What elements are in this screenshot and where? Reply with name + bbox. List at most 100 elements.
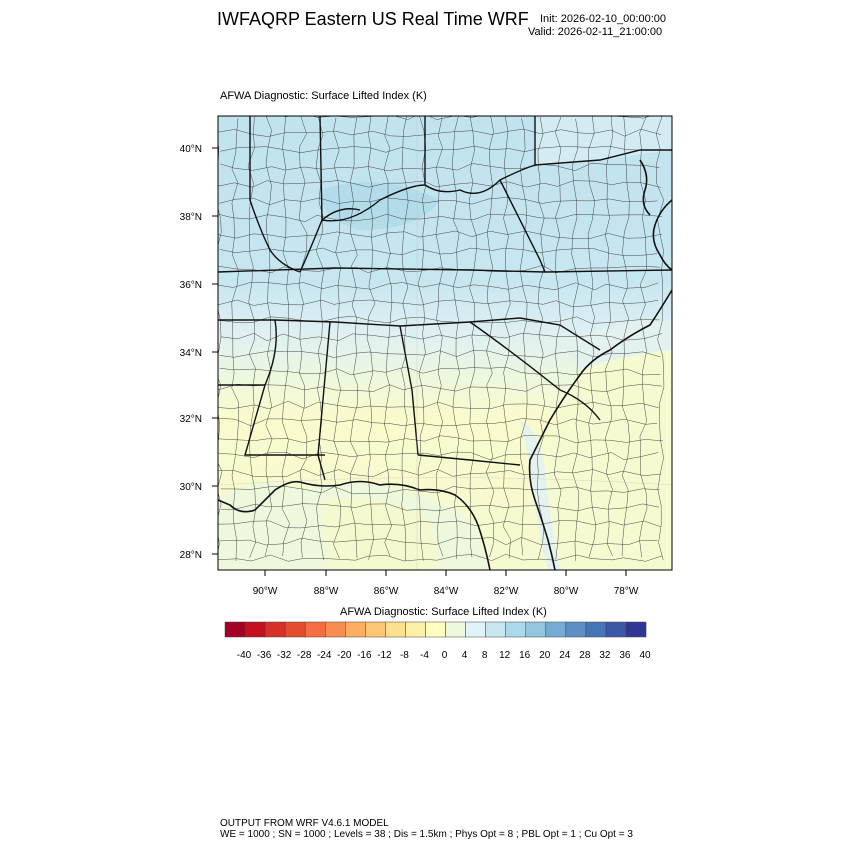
lon-label: 84°W bbox=[434, 586, 459, 597]
county-row bbox=[219, 366, 661, 376]
county-column bbox=[537, 116, 545, 560]
county-column bbox=[435, 117, 444, 557]
county-row bbox=[218, 299, 659, 308]
colorbar-swatch bbox=[425, 621, 446, 638]
lon-label: 90°W bbox=[253, 586, 278, 597]
county-row bbox=[219, 536, 658, 546]
lat-label: 36°N bbox=[180, 280, 202, 291]
colorbar-tick-label: -40 bbox=[237, 650, 252, 661]
latitude-axis: 40°N 38°N 36°N 34°N 32°N 30°N 28°N bbox=[180, 144, 218, 561]
lat-label: 32°N bbox=[180, 414, 202, 425]
lon-label: 88°W bbox=[314, 586, 339, 597]
colorbar-tick-label: 32 bbox=[599, 650, 611, 661]
colorbar-tick-label: 40 bbox=[639, 650, 651, 661]
county-column bbox=[587, 116, 597, 558]
county-row bbox=[218, 116, 651, 120]
colorbar-tick-label: -32 bbox=[277, 650, 292, 661]
county-column bbox=[218, 143, 223, 553]
county-column bbox=[333, 117, 342, 559]
county-column bbox=[604, 116, 614, 557]
county-row bbox=[218, 128, 662, 137]
longitude-axis: 90°W 88°W 86°W 84°W 82°W 80°W 78°W bbox=[253, 570, 639, 597]
colorbar-swatch bbox=[244, 621, 266, 638]
colorbar-swatch bbox=[405, 621, 426, 638]
border-ky-west bbox=[299, 219, 323, 273]
border-ga-fl bbox=[417, 454, 521, 466]
colorbar-swatch bbox=[385, 621, 406, 638]
border-ky-north bbox=[321, 184, 426, 222]
coastline-atlantic bbox=[528, 289, 672, 570]
coastline-chesapeake bbox=[652, 199, 672, 271]
colorbar-tick-label: -4 bbox=[420, 650, 429, 661]
coastline-gulf bbox=[218, 480, 491, 570]
county-row bbox=[220, 332, 663, 342]
county-column bbox=[281, 116, 290, 557]
county-row bbox=[220, 145, 660, 153]
county-column bbox=[231, 118, 239, 561]
colorbar-tick-label: 28 bbox=[579, 650, 591, 661]
colorbar-tick-label: -16 bbox=[357, 650, 372, 661]
main-title: IWFAQRP Eastern US Real Time WRF bbox=[217, 9, 529, 29]
colorbar-swatch bbox=[304, 621, 326, 638]
colorbar-tick-label: -24 bbox=[317, 650, 332, 661]
county-column bbox=[401, 116, 409, 561]
colorbar-tick-label: 4 bbox=[462, 650, 468, 661]
map-area bbox=[218, 116, 672, 570]
county-column bbox=[621, 116, 630, 556]
lat-label: 38°N bbox=[180, 212, 202, 223]
footer-model: OUTPUT FROM WRF V4.6.1 MODEL bbox=[220, 818, 389, 829]
colorbar-tick-label: -20 bbox=[337, 650, 352, 661]
county-row bbox=[218, 230, 662, 239]
colorbar-swatch bbox=[485, 621, 506, 638]
lat-label: 34°N bbox=[180, 348, 202, 359]
county-row bbox=[218, 554, 662, 562]
colorbar-tick-label: 12 bbox=[499, 650, 511, 661]
coastline bbox=[218, 159, 672, 570]
colorbar-tick-label: 24 bbox=[559, 650, 571, 661]
colorbar-swatch bbox=[264, 621, 286, 638]
colorbar-tick-label: -36 bbox=[257, 650, 272, 661]
colorbar-tick-label: 20 bbox=[539, 650, 551, 661]
colorbar-tick-label: 8 bbox=[482, 650, 488, 661]
county-row bbox=[218, 435, 663, 444]
gulf-yellow-area bbox=[320, 497, 440, 570]
county-column bbox=[349, 117, 358, 559]
county-row bbox=[218, 180, 661, 188]
county-column bbox=[247, 116, 256, 558]
colorbar-swatch bbox=[525, 621, 547, 638]
lon-label: 80°W bbox=[554, 586, 579, 597]
colorbar-swatch bbox=[445, 621, 466, 638]
county-column bbox=[366, 116, 376, 560]
colorbar-tick-label: 0 bbox=[442, 650, 448, 661]
lat-label: 28°N bbox=[180, 550, 202, 561]
field-title: AFWA Diagnostic: Surface Lifted Index (K… bbox=[220, 90, 427, 102]
colorbar-swatch bbox=[365, 621, 386, 638]
county-row bbox=[220, 163, 660, 172]
colorbar-swatch bbox=[284, 621, 306, 638]
county-row bbox=[218, 282, 659, 291]
colorbar-tick-label: -12 bbox=[377, 650, 392, 661]
border-wv-va bbox=[499, 179, 546, 273]
county-column bbox=[468, 116, 477, 558]
colorbar-tick-label: 16 bbox=[519, 650, 531, 661]
county-row bbox=[218, 520, 661, 529]
lat-label: 30°N bbox=[180, 482, 202, 493]
colorbar-swatch bbox=[465, 621, 486, 638]
border-al-ga bbox=[399, 325, 419, 456]
colorbar-swatch bbox=[545, 621, 567, 638]
county-column bbox=[639, 116, 648, 558]
border-illinois-west bbox=[249, 116, 301, 273]
coastal-strip-florida bbox=[520, 420, 560, 570]
border-tn-ky-va-nc bbox=[218, 267, 672, 273]
field-northeast bbox=[535, 116, 672, 165]
colorbar-tick-label: -8 bbox=[400, 650, 409, 661]
county-column bbox=[383, 116, 393, 557]
colorbar-swatch bbox=[565, 621, 587, 638]
colorbar-swatch bbox=[605, 621, 627, 638]
lon-label: 86°W bbox=[374, 586, 399, 597]
graticule bbox=[218, 116, 672, 570]
colorbar-swatch bbox=[345, 621, 366, 638]
coastline-delaware bbox=[639, 159, 651, 216]
valid-time: Valid: 2026-02-11_21:00:00 bbox=[528, 26, 663, 38]
